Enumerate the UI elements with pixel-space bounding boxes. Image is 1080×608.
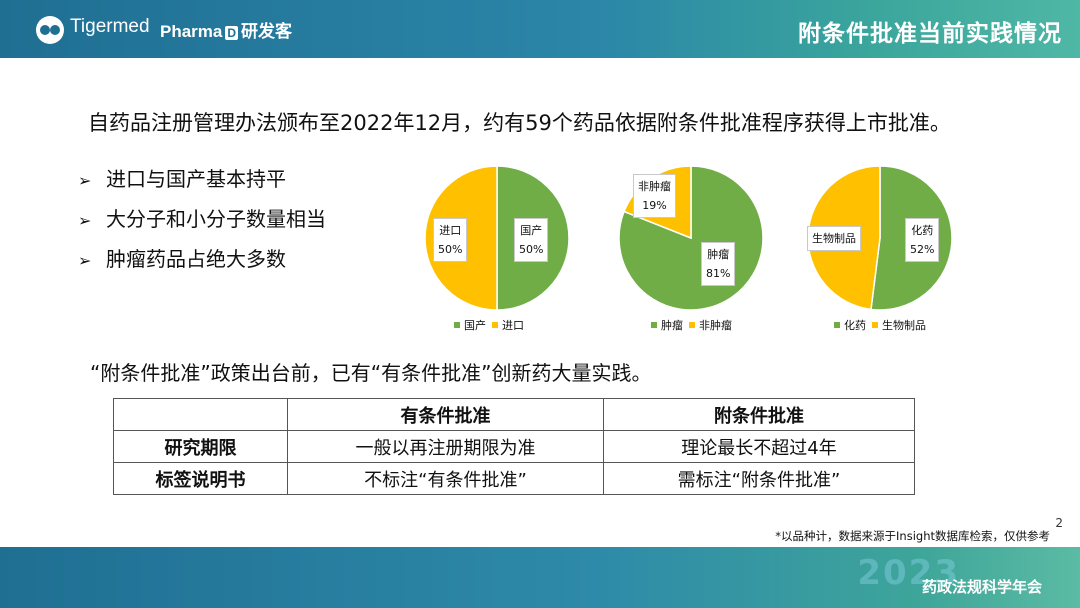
bullet-item: ➢ 进口与国产基本持平	[78, 164, 326, 204]
legend-label: 肿瘤	[661, 319, 683, 332]
pie-label-domestic: 国产 50%	[514, 218, 549, 262]
table-cell: 标签说明书	[113, 462, 288, 495]
table-cell: 不标注“有条件批准”	[287, 462, 604, 495]
brand-badge: D	[225, 26, 239, 40]
pie-chart-modality: 生物制品 化药 52%	[805, 162, 955, 312]
slice-name: 生物制品	[812, 232, 856, 245]
table-header-cell: 附条件批准	[603, 398, 915, 431]
table-row: 研究期限 一般以再注册期限为准 理论最长不超过4年	[113, 430, 915, 463]
table-header-cell: 有条件批准	[287, 398, 604, 431]
pie-label-imported: 进口 50%	[433, 218, 468, 262]
pie-chart-oncology: 非肿瘤 19% 肿瘤 81%	[617, 162, 767, 312]
slice-name: 化药	[911, 224, 934, 237]
legend-label: 化药	[844, 319, 866, 332]
bullet-text: 肿瘤药品占绝大多数	[106, 247, 286, 271]
pie-label-chemical: 化药 52%	[905, 218, 940, 262]
pie-legend-oncology: 肿瘤 非肿瘤	[645, 317, 732, 333]
bullet-item: ➢ 大分子和小分子数量相当	[78, 204, 326, 244]
pie-label-nononcology: 非肿瘤 19%	[633, 174, 676, 218]
brand-pharma-text: Pharma	[160, 22, 223, 41]
table-cell: 理论最长不超过4年	[603, 430, 915, 463]
table-header-cell	[113, 398, 288, 431]
brand-pharmad: Pharma D 研发客	[160, 17, 292, 42]
brand-tigermed: Tigermed	[70, 16, 150, 37]
legend-swatch	[872, 322, 878, 328]
pie-label-oncology: 肿瘤 81%	[701, 242, 736, 286]
bullet-text: 进口与国产基本持平	[106, 167, 286, 191]
pie-label-biologics: 生物制品	[807, 226, 861, 251]
table-row: 标签说明书 不标注“有条件批准” 需标注“附条件批准”	[113, 462, 915, 495]
table-cell: 需标注“附条件批准”	[603, 462, 915, 495]
slice-value: 50%	[519, 243, 544, 256]
slice-value: 81%	[706, 267, 731, 280]
tigermed-logo-icon	[36, 16, 64, 44]
slice-value: 52%	[910, 243, 935, 256]
table-cell: 研究期限	[113, 430, 288, 463]
page-number: 2	[1055, 516, 1063, 530]
subheading: “附条件批准”政策出台前，已有“有条件批准”创新药大量实践。	[90, 361, 652, 385]
footer-bar	[0, 547, 1080, 608]
slice-name: 进口	[439, 224, 462, 237]
lead-text: 自药品注册管理办法颁布至2022年12月，约有59个药品依据附条件批准程序获得上…	[88, 111, 951, 135]
slice-value: 50%	[438, 243, 463, 256]
slice-value: 19%	[642, 199, 667, 212]
legend-swatch	[492, 322, 498, 328]
arrow-bullet-icon: ➢	[78, 251, 92, 270]
footer-conference: 药政法规科学年会	[921, 578, 1042, 596]
comparison-table: 有条件批准 附条件批准 研究期限 一般以再注册期限为准 理论最长不超过4年 标签…	[113, 398, 915, 495]
pie-legend-origin: 国产 进口	[448, 317, 524, 333]
legend-swatch	[651, 322, 657, 328]
legend-swatch	[689, 322, 695, 328]
bullet-text: 大分子和小分子数量相当	[106, 207, 326, 231]
header-bar	[0, 0, 1080, 58]
footnote: *以品种计，数据来源于Insight数据库检索，仅供参考	[775, 529, 1050, 543]
brand-cn-text: 研发客	[241, 22, 293, 41]
slice-name: 非肿瘤	[638, 180, 671, 193]
legend-label: 国产	[464, 319, 486, 332]
legend-label: 生物制品	[882, 319, 926, 332]
arrow-bullet-icon: ➢	[78, 211, 92, 230]
legend-swatch	[834, 322, 840, 328]
page-title: 附条件批准当前实践情况	[798, 21, 1062, 47]
legend-swatch	[454, 322, 460, 328]
bullet-item: ➢ 肿瘤药品占绝大多数	[78, 244, 326, 284]
table-header-row: 有条件批准 附条件批准	[113, 398, 915, 431]
footer-year: 2023	[857, 553, 960, 593]
pie-legend-modality: 化药 生物制品	[828, 317, 926, 333]
arrow-bullet-icon: ➢	[78, 171, 92, 190]
slice-name: 国产	[520, 224, 543, 237]
bullet-list: ➢ 进口与国产基本持平 ➢ 大分子和小分子数量相当 ➢ 肿瘤药品占绝大多数	[78, 164, 326, 284]
table-cell: 一般以再注册期限为准	[287, 430, 604, 463]
legend-label: 非肿瘤	[699, 319, 732, 332]
slice-name: 肿瘤	[707, 248, 730, 261]
legend-label: 进口	[502, 319, 524, 332]
pie-chart-origin: 进口 50% 国产 50%	[424, 162, 570, 312]
